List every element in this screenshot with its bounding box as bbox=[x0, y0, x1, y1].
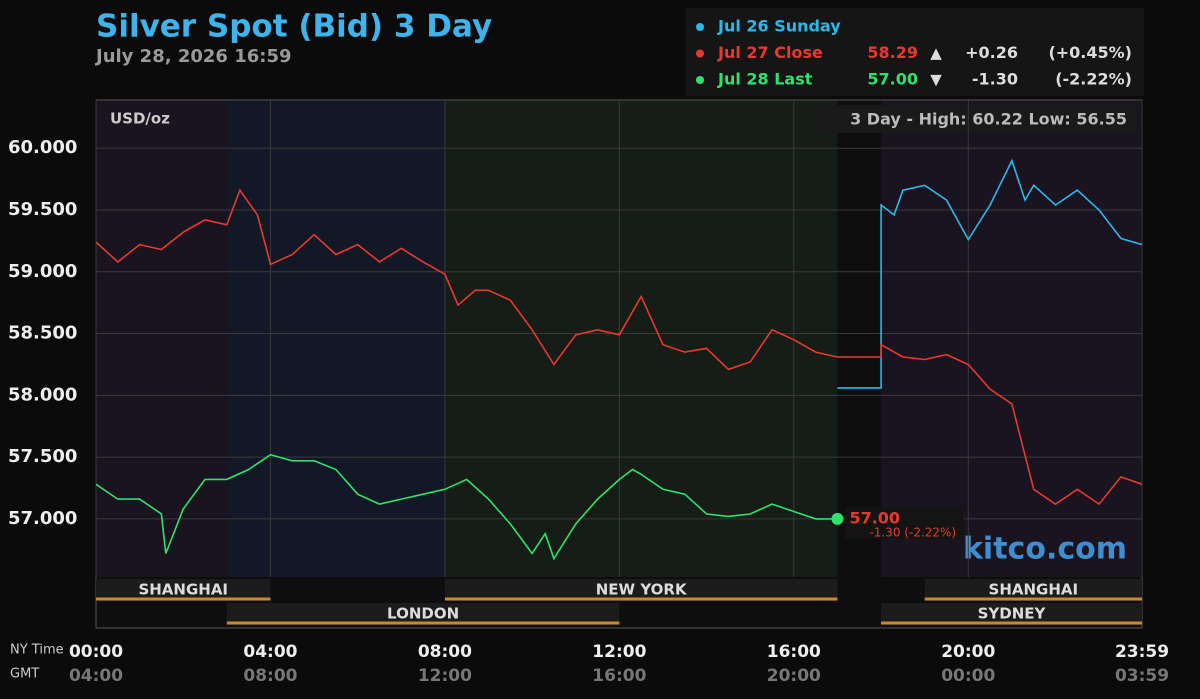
range-box bbox=[815, 105, 1137, 133]
session-shade bbox=[226, 100, 445, 577]
legend-marker bbox=[696, 76, 704, 84]
session-shade bbox=[837, 100, 882, 577]
x-tick-label: 04:00 bbox=[243, 642, 297, 662]
legend-box bbox=[686, 8, 1144, 96]
y-unit: USD/oz bbox=[110, 110, 170, 128]
chart-subtitle: July 28, 2026 16:59 bbox=[94, 46, 292, 67]
session-shade bbox=[444, 100, 838, 577]
series-line bbox=[837, 158, 1143, 389]
x-tick-label: 00:00 bbox=[69, 642, 123, 662]
x-tick-label: 12:00 bbox=[592, 642, 646, 662]
legend-pct: (-2.22%) bbox=[1055, 70, 1132, 89]
session-bar bbox=[444, 579, 838, 601]
session-label: LONDON bbox=[387, 605, 459, 623]
session-shade bbox=[881, 100, 1142, 577]
chart-title: Silver Spot (Bid) 3 Day bbox=[96, 9, 492, 45]
x-tick-label: 16:00 bbox=[767, 642, 821, 662]
legend-change: +0.26 bbox=[965, 43, 1018, 62]
gmt-tick-label: 00:00 bbox=[941, 666, 995, 686]
series-line bbox=[95, 188, 1143, 506]
legend-label: Jul 28 Last bbox=[717, 70, 813, 89]
session-label: SYDNEY bbox=[978, 605, 1047, 623]
session-shade bbox=[96, 100, 227, 577]
x-tick-label: 23:59 bbox=[1115, 642, 1169, 662]
session-label: NEW YORK bbox=[596, 581, 688, 599]
y-tick-label: 58.000 bbox=[8, 384, 77, 405]
gmt-tick-label: 08:00 bbox=[243, 666, 297, 686]
x-tick-label: 20:00 bbox=[941, 642, 995, 662]
legend-label: Jul 26 Sunday bbox=[717, 17, 841, 36]
legend-marker bbox=[696, 49, 704, 58]
y-tick-label: 58.500 bbox=[8, 323, 77, 344]
session-bar bbox=[881, 603, 1142, 625]
y-tick-label: 57.000 bbox=[8, 508, 77, 529]
gmt-tick-label: 03:59 bbox=[1115, 666, 1169, 686]
watermark: kitco.com bbox=[963, 532, 1127, 567]
x-row-name: GMT bbox=[10, 667, 39, 682]
last-label: 57.00 bbox=[849, 508, 900, 527]
session-label: SHANGHAI bbox=[989, 581, 1079, 599]
legend-marker bbox=[696, 23, 704, 31]
session-label: SHANGHAI bbox=[138, 581, 228, 599]
x-tick-label: 08:00 bbox=[418, 642, 472, 662]
last-box bbox=[845, 506, 964, 539]
last-change: -1.30 (-2.22%) bbox=[869, 525, 956, 539]
y-tick-label: 60.000 bbox=[8, 137, 77, 158]
legend-arrow: ▼ bbox=[930, 71, 942, 89]
session-bar bbox=[924, 579, 1142, 601]
gmt-tick-label: 12:00 bbox=[418, 666, 472, 686]
gmt-tick-label: 16:00 bbox=[592, 666, 646, 686]
legend-price: 57.00 bbox=[867, 70, 918, 89]
y-tick-label: 59.500 bbox=[8, 199, 77, 220]
legend-arrow: ▲ bbox=[930, 44, 942, 62]
last-point bbox=[831, 512, 844, 525]
legend-change: -1.30 bbox=[972, 70, 1018, 89]
range-note: 3 Day - High: 60.22 Low: 56.55 bbox=[850, 110, 1127, 129]
gmt-tick-label: 20:00 bbox=[767, 666, 821, 686]
session-bar bbox=[226, 603, 620, 625]
x-row-name: NY Time bbox=[10, 643, 64, 658]
legend-price: 58.29 bbox=[867, 43, 918, 62]
y-tick-label: 57.500 bbox=[8, 446, 77, 467]
gmt-tick-label: 04:00 bbox=[69, 666, 123, 686]
legend-label: Jul 27 Close bbox=[717, 43, 823, 62]
y-tick-label: 59.000 bbox=[8, 261, 77, 282]
session-bar bbox=[96, 579, 271, 601]
series-line bbox=[95, 453, 838, 561]
legend-pct: (+0.45%) bbox=[1048, 43, 1132, 62]
